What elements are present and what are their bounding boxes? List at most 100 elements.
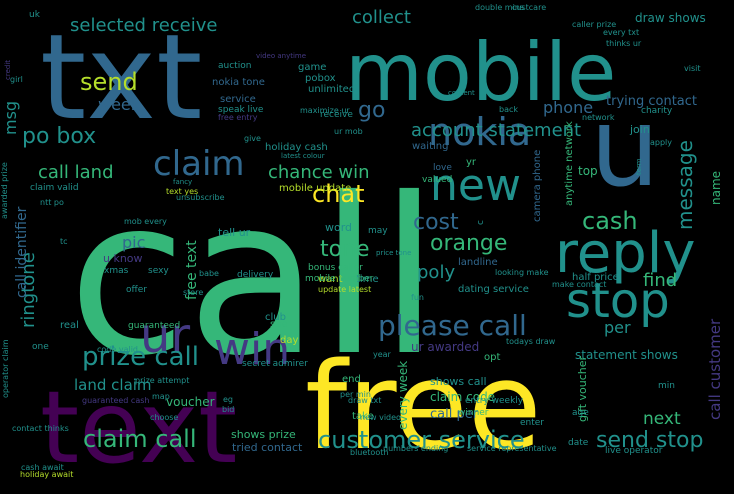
cloud-word-ur-mob: ur mob bbox=[334, 127, 363, 136]
cloud-word-uk: uk bbox=[29, 10, 41, 20]
cloud-word-call: call bbox=[68, 152, 439, 403]
cloud-word-anytime-network: anytime network bbox=[564, 121, 575, 206]
cloud-word-operator-claim: operator claim bbox=[1, 339, 10, 398]
cloud-word-send: send bbox=[80, 68, 138, 96]
cloud-word-draw-shows: draw shows bbox=[635, 11, 706, 25]
cloud-word-bid: bid bbox=[222, 405, 234, 414]
cloud-word-chat: chat bbox=[312, 180, 365, 208]
cloud-word-text: text bbox=[40, 369, 237, 486]
cloud-word-find: find bbox=[643, 270, 677, 291]
cloud-word-tc: tc bbox=[60, 237, 68, 246]
cloud-word-contact-thinks: contact thinks bbox=[12, 424, 69, 433]
cloud-word-opt: opt bbox=[484, 352, 500, 363]
cloud-word-ringtone: ringtone bbox=[18, 252, 39, 328]
cloud-word-todays-draw: todays draw bbox=[506, 337, 556, 346]
cloud-word-u: u bbox=[590, 83, 660, 211]
cloud-word-secret-admirer: secret admirer bbox=[242, 359, 308, 369]
cloud-word-time: time bbox=[356, 274, 379, 285]
cloud-word-bonus-caller: bonus caller bbox=[308, 263, 363, 273]
cloud-word-winner: winner bbox=[458, 408, 489, 418]
cloud-word-enter: enter bbox=[520, 418, 544, 428]
cloud-word-shows-prize: shows prize bbox=[231, 428, 296, 441]
cloud-word-per-min: per min bbox=[340, 390, 371, 399]
cloud-word-free-text: free text bbox=[184, 240, 200, 300]
cloud-word-mobile-number: mobile number bbox=[305, 274, 374, 284]
cloud-word-choose: choose bbox=[150, 413, 178, 422]
cloud-word-account-statement: account statement bbox=[411, 120, 581, 141]
cloud-word-code-valid: code valid bbox=[97, 345, 138, 354]
cloud-word-price-tone: price tone bbox=[376, 249, 411, 257]
cloud-word-phone: phone bbox=[543, 98, 593, 117]
cloud-word-love: love bbox=[433, 163, 452, 173]
cloud-word-message: message bbox=[673, 140, 697, 230]
cloud-word-real: real bbox=[60, 320, 79, 331]
cloud-word-every-week: every week bbox=[396, 361, 410, 430]
cloud-word-new-video: new video bbox=[360, 413, 401, 422]
cloud-word-text-yes: text yes bbox=[166, 187, 198, 196]
cloud-word-ur: ur bbox=[140, 308, 190, 364]
cloud-word-new: new bbox=[430, 160, 521, 211]
cloud-word-charity: charity bbox=[641, 106, 673, 116]
cloud-word-txt: txt bbox=[40, 8, 202, 146]
cloud-word-chance-win: chance win bbox=[268, 162, 370, 183]
cloud-word-guaranteed-cash: guaranteed cash bbox=[82, 396, 149, 405]
cloud-word-double-mins: double mins bbox=[475, 3, 524, 12]
cloud-word-network: network bbox=[582, 113, 615, 122]
cloud-word-fancy: fancy bbox=[173, 178, 192, 186]
cloud-word-entry-weekly: entry weekly bbox=[465, 396, 524, 406]
cloud-word-make-contact: make contact bbox=[552, 280, 606, 289]
cloud-word-land-claim: land claim bbox=[74, 376, 152, 394]
cloud-word-collect: collect bbox=[352, 7, 411, 28]
cloud-word-content: content bbox=[448, 89, 475, 97]
cloud-word-win: win bbox=[214, 324, 290, 375]
cloud-word-ntt-po: ntt po bbox=[40, 198, 64, 207]
cloud-word-week: week bbox=[98, 95, 141, 114]
cloud-word-delivery: delivery bbox=[237, 270, 274, 280]
cloud-word-take: take bbox=[352, 411, 374, 422]
cloud-word-auction: auction bbox=[218, 61, 251, 71]
cloud-word-free-entry: free entry bbox=[218, 113, 258, 122]
cloud-word-half-price: half price bbox=[572, 272, 619, 283]
cloud-word-maximize-ur: maximize ur bbox=[300, 106, 350, 115]
cloud-word-call-per: call per bbox=[430, 407, 479, 422]
cloud-word-babe: babe bbox=[199, 269, 219, 278]
cloud-word-draw-txt: draw txt bbox=[348, 396, 381, 405]
cloud-word-holiday-cash: holiday cash bbox=[265, 142, 328, 153]
cloud-word-claim-call: claim call bbox=[83, 425, 196, 453]
cloud-word-reply: reply bbox=[555, 221, 696, 286]
cloud-word-claim-code: claim code bbox=[430, 390, 495, 404]
cloud-word-cash-await: cash await bbox=[21, 463, 64, 472]
cloud-word-sexy: sexy bbox=[148, 266, 169, 276]
cloud-word-may: may bbox=[368, 226, 388, 236]
cloud-word-xmas: xmas bbox=[104, 266, 129, 276]
cloud-word-send-stop: send stop bbox=[596, 428, 703, 453]
cloud-word-video-anytime: video anytime bbox=[256, 52, 306, 60]
cloud-word-min: min bbox=[658, 381, 675, 391]
cloud-word-selected-receive: selected receive bbox=[70, 15, 217, 36]
cloud-word-update-latest: update latest bbox=[318, 285, 371, 294]
cloud-word-landline: landline bbox=[458, 257, 498, 268]
cloud-word-gift-voucher: gift voucher bbox=[576, 355, 589, 422]
cloud-word-tone: tone bbox=[320, 237, 370, 262]
cloud-word-holiday-await: holiday await bbox=[20, 470, 73, 479]
cloud-word-one: one bbox=[32, 342, 49, 352]
cloud-word-day: day bbox=[280, 335, 298, 346]
cloud-word-per: per bbox=[604, 318, 631, 337]
cloud-word-age: age bbox=[572, 408, 589, 418]
cloud-word-valued: valued bbox=[422, 175, 452, 185]
cloud-word-service-representative: service representative bbox=[467, 444, 557, 453]
cloud-word-nokia: nokia bbox=[428, 110, 531, 154]
cloud-word-please-call: please call bbox=[378, 309, 527, 342]
cloud-word-msg: msg bbox=[1, 101, 20, 135]
cloud-word-next: next bbox=[643, 409, 681, 429]
cloud-word-go: go bbox=[358, 98, 385, 123]
cloud-word-dating-service: dating service bbox=[458, 284, 529, 295]
cloud-word-unlimited: unlimited bbox=[308, 84, 355, 95]
cloud-word-tried-contact: tried contact bbox=[232, 441, 303, 454]
cloud-word-claim: claim bbox=[153, 144, 245, 184]
cloud-word-date: date bbox=[568, 438, 589, 448]
cloud-word-mobile: mobile bbox=[345, 26, 616, 119]
cloud-word-voucher: voucher bbox=[166, 395, 215, 409]
cloud-word-claim-valid: claim valid bbox=[30, 183, 79, 193]
